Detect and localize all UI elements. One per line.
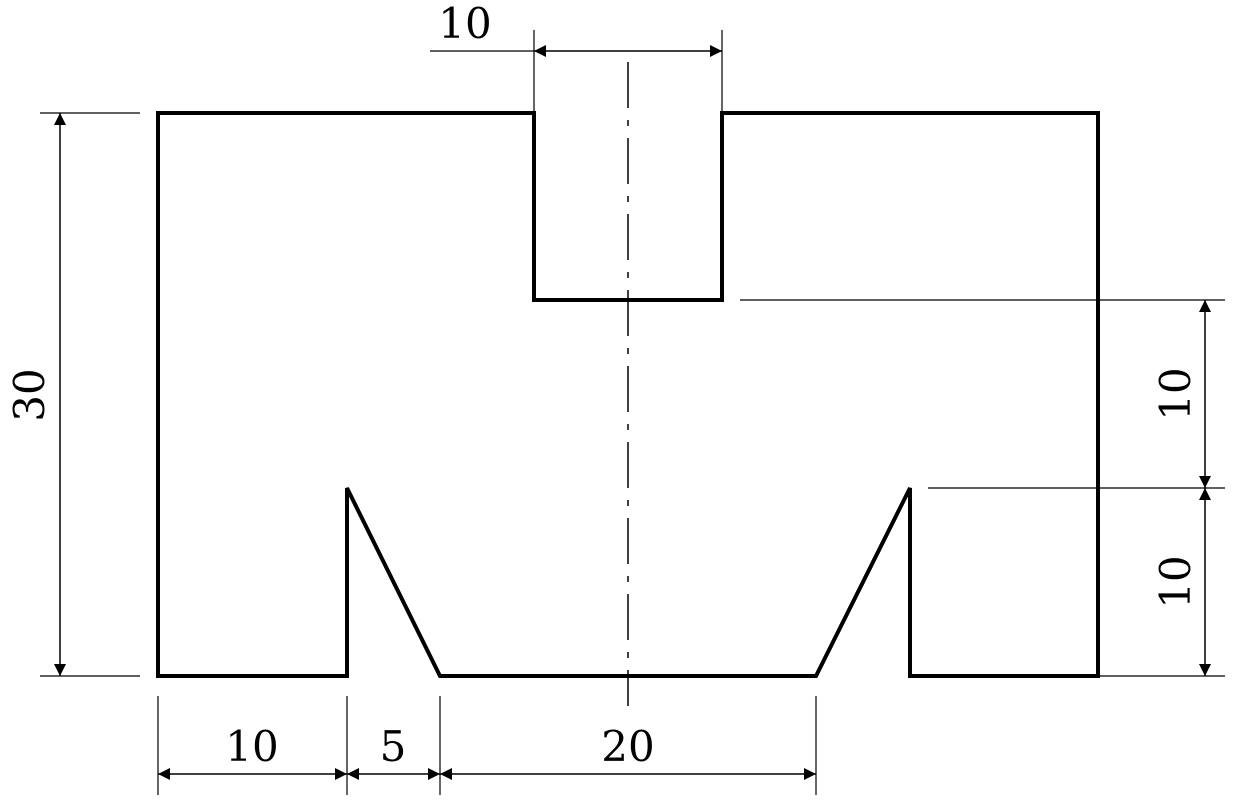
dim-label-bottom-taper: 5 [380,722,407,771]
dimension-lines [54,45,1211,780]
dim-label-bottom-center: 20 [601,722,654,771]
part-outline [156,111,1100,678]
dim-label-right-lower: 10 [1151,555,1200,608]
dim-label-top-slot: 10 [438,0,491,48]
dim-label-bottom-left: 10 [225,722,278,771]
dim-label-overall-height: 30 [5,368,54,421]
extension-lines [40,30,1225,795]
dim-label-right-upper: 10 [1151,367,1200,420]
